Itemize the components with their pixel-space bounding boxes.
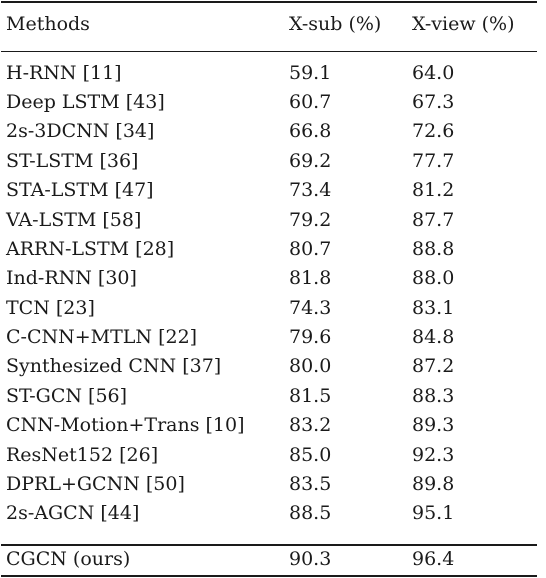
xsub-cell: 85.0 (289, 444, 332, 466)
table-row: Ind-RNN [30] 81.8 88.0 (0, 264, 538, 293)
xview-cell: 87.7 (412, 209, 455, 231)
xsub-cell: 79.6 (289, 326, 332, 348)
method-cell: ST-GCN [56] (6, 385, 128, 407)
xsub-cell: 80.7 (289, 238, 332, 260)
table-row: CNN-Motion+Trans [10] 83.2 89.3 (0, 411, 538, 440)
method-cell: ResNet152 [26] (6, 444, 159, 466)
xsub-cell: 83.2 (289, 414, 332, 436)
xview-cell: 81.2 (412, 179, 455, 201)
method-cell: 2s-AGCN [44] (6, 502, 140, 524)
table-row: 2s-AGCN [44] 88.5 95.1 (0, 499, 538, 528)
method-cell: VA-LSTM [58] (6, 209, 142, 231)
header-xsub: X-sub (%) (289, 13, 382, 35)
method-cell: STA-LSTM [47] (6, 179, 154, 201)
xview-cell: 89.8 (412, 473, 455, 495)
method-cell: DPRL+GCNN [50] (6, 473, 185, 495)
header-xview: X-view (%) (412, 13, 515, 35)
method-cell: ARRN-LSTM [28] (6, 238, 175, 260)
bottom-rule (1, 575, 537, 577)
table-row: DPRL+GCNN [50] 83.5 89.8 (0, 470, 538, 499)
method-cell: ST-LSTM [36] (6, 150, 139, 172)
xview-cell: 67.3 (412, 91, 455, 113)
xsub-cell: 83.5 (289, 473, 332, 495)
xview-cell: 87.2 (412, 355, 455, 377)
xview-cell: 92.3 (412, 444, 455, 466)
header-row: Methods X-sub (%) X-view (%) (0, 10, 538, 39)
method-cell: TCN [23] (6, 297, 95, 319)
table-row: TCN [23] 74.3 83.1 (0, 294, 538, 323)
xsub-cell: 60.7 (289, 91, 332, 113)
xsub-cell: 69.2 (289, 150, 332, 172)
xsub-cell: 81.8 (289, 267, 332, 289)
xsub-cell: 81.5 (289, 385, 332, 407)
ours-row: CGCN (ours) 90.3 96.4 (0, 545, 538, 574)
xview-cell: 88.0 (412, 267, 455, 289)
table-row: 2s-3DCNN [34] 66.8 72.6 (0, 117, 538, 146)
xview-cell: 64.0 (412, 62, 455, 84)
table-row: Synthesized CNN [37] 80.0 87.2 (0, 352, 538, 381)
method-cell: H-RNN [11] (6, 62, 122, 84)
table-row: Deep LSTM [43] 60.7 67.3 (0, 88, 538, 117)
method-cell: CGCN (ours) (6, 548, 131, 570)
method-cell: CNN-Motion+Trans [10] (6, 414, 245, 436)
xsub-cell: 79.2 (289, 209, 332, 231)
xview-cell: 83.1 (412, 297, 455, 319)
header-methods: Methods (6, 13, 90, 35)
method-cell: Ind-RNN [30] (6, 267, 137, 289)
xview-cell: 84.8 (412, 326, 455, 348)
xsub-cell: 88.5 (289, 502, 332, 524)
table-row: H-RNN [11] 59.1 64.0 (0, 59, 538, 88)
method-cell: 2s-3DCNN [34] (6, 120, 155, 142)
xsub-cell: 66.8 (289, 120, 332, 142)
table-row: ARRN-LSTM [28] 80.7 88.8 (0, 235, 538, 264)
xview-cell: 95.1 (412, 502, 455, 524)
xsub-cell: 73.4 (289, 179, 332, 201)
xsub-cell: 74.3 (289, 297, 332, 319)
table-row: ST-LSTM [36] 69.2 77.7 (0, 147, 538, 176)
xsub-cell: 59.1 (289, 62, 332, 84)
header-rule (1, 51, 537, 52)
xview-cell: 88.8 (412, 238, 455, 260)
xview-cell: 96.4 (412, 548, 455, 570)
ours-separator-rule (1, 544, 537, 546)
xview-cell: 77.7 (412, 150, 455, 172)
table-row: ResNet152 [26] 85.0 92.3 (0, 441, 538, 470)
table-row: ST-GCN [56] 81.5 88.3 (0, 382, 538, 411)
method-cell: Deep LSTM [43] (6, 91, 165, 113)
table-row: VA-LSTM [58] 79.2 87.7 (0, 206, 538, 235)
top-rule (1, 1, 537, 3)
xsub-cell: 90.3 (289, 548, 332, 570)
table-row: STA-LSTM [47] 73.4 81.2 (0, 176, 538, 205)
xview-cell: 88.3 (412, 385, 455, 407)
table-row: C-CNN+MTLN [22] 79.6 84.8 (0, 323, 538, 352)
xsub-cell: 80.0 (289, 355, 332, 377)
xview-cell: 89.3 (412, 414, 455, 436)
xview-cell: 72.6 (412, 120, 455, 142)
method-cell: C-CNN+MTLN [22] (6, 326, 198, 348)
method-cell: Synthesized CNN [37] (6, 355, 222, 377)
